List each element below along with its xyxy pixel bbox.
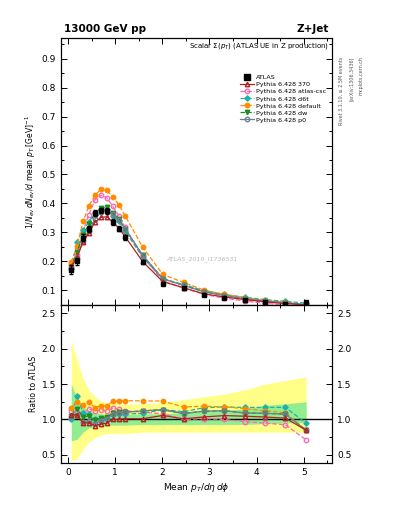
Text: Rivet 3.1.10, ≥ 2.5M events: Rivet 3.1.10, ≥ 2.5M events <box>339 56 344 124</box>
Legend: ATLAS, Pythia 6.428 370, Pythia 6.428 atlas-csc, Pythia 6.428 d6t, Pythia 6.428 : ATLAS, Pythia 6.428 370, Pythia 6.428 at… <box>238 74 327 124</box>
Text: Z+Jet: Z+Jet <box>297 25 329 34</box>
Text: 13000 GeV pp: 13000 GeV pp <box>64 25 146 34</box>
Y-axis label: Ratio to ATLAS: Ratio to ATLAS <box>29 356 37 412</box>
Text: mcplots.cern.ch: mcplots.cern.ch <box>358 56 364 95</box>
Text: [arXiv:1306.3436]: [arXiv:1306.3436] <box>349 56 354 101</box>
Text: Scalar $\Sigma(p_T)$ (ATLAS UE in Z production): Scalar $\Sigma(p_T)$ (ATLAS UE in Z prod… <box>189 41 329 51</box>
Text: ATLAS_2019_I1736531: ATLAS_2019_I1736531 <box>166 257 238 262</box>
X-axis label: Mean $p_T/d\eta\,d\phi$: Mean $p_T/d\eta\,d\phi$ <box>163 481 230 495</box>
Y-axis label: $1/N_{ev}\,dN_{ev}/d$ mean $p_T$ [GeV]$^{-1}$: $1/N_{ev}\,dN_{ev}/d$ mean $p_T$ [GeV]$^… <box>23 115 37 229</box>
